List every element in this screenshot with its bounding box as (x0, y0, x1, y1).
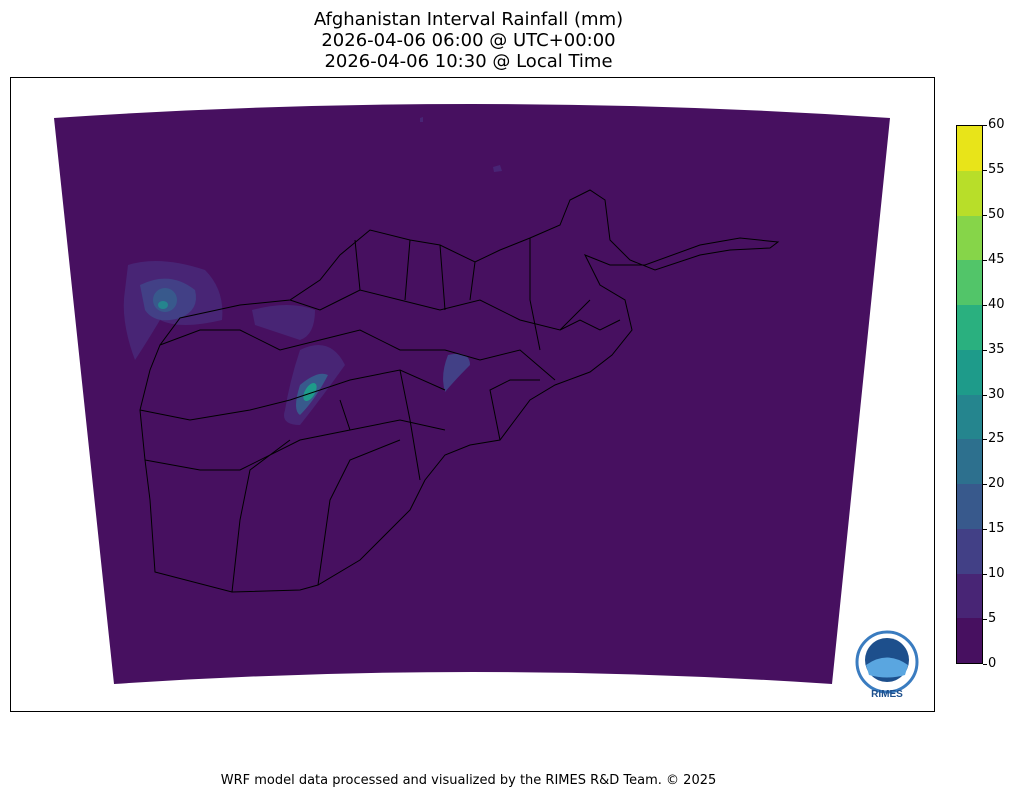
colorbar-tick-label: 30 (983, 386, 1005, 402)
colorbar-bin (957, 439, 982, 484)
colorbar-bin (957, 305, 982, 350)
colorbar-bin (957, 484, 982, 529)
model-domain (54, 104, 890, 684)
colorbar-tick-label: 60 (983, 117, 1005, 132)
svg-text:RIMES: RIMES (871, 689, 903, 700)
colorbar-bin (957, 126, 982, 171)
rainfall-contours (123, 117, 502, 425)
colorbar-bin (957, 349, 982, 395)
colorbar-bin (957, 573, 982, 619)
colorbar-tick-label: 20 (983, 476, 1005, 492)
colorbar-bin (957, 260, 982, 305)
colorbar-bin (957, 394, 982, 440)
colorbar-tick-label: 15 (983, 521, 1005, 537)
colorbar-tick-label: 55 (983, 161, 1005, 177)
utc-time: 2026-04-06 06:00 @ UTC+00:00 (321, 30, 616, 51)
colorbar-tick-label: 40 (983, 296, 1005, 312)
rainfall-map: RIMES (54, 104, 919, 700)
colorbar-tick-label: 50 (983, 206, 1005, 222)
colorbar-bin (957, 215, 982, 261)
rimes-logo: RIMES (855, 630, 919, 700)
country-border (139, 189, 780, 593)
colorbar-tick-label: 5 (982, 611, 997, 627)
colorbar-tick-label: 35 (983, 341, 1005, 357)
colorbar-tick-label: 10 (983, 566, 1005, 582)
colorbar-bin (957, 618, 982, 663)
footer-credit: WRF model data processed and visualized … (220, 773, 717, 788)
map-frame (10, 77, 935, 712)
map-title: Afghanistan Interval Rainfall (mm) (313, 9, 624, 30)
colorbar-tick-label: 0 (982, 656, 997, 671)
province-boundaries (139, 189, 780, 593)
local-time: 2026-04-06 10:30 @ Local Time (324, 51, 613, 72)
colorbar-bin (957, 528, 982, 574)
colorbar (956, 125, 983, 664)
colorbar-tick-label: 45 (983, 251, 1005, 267)
colorbar-tick-label: 25 (983, 431, 1005, 447)
colorbar-bin (957, 170, 982, 216)
